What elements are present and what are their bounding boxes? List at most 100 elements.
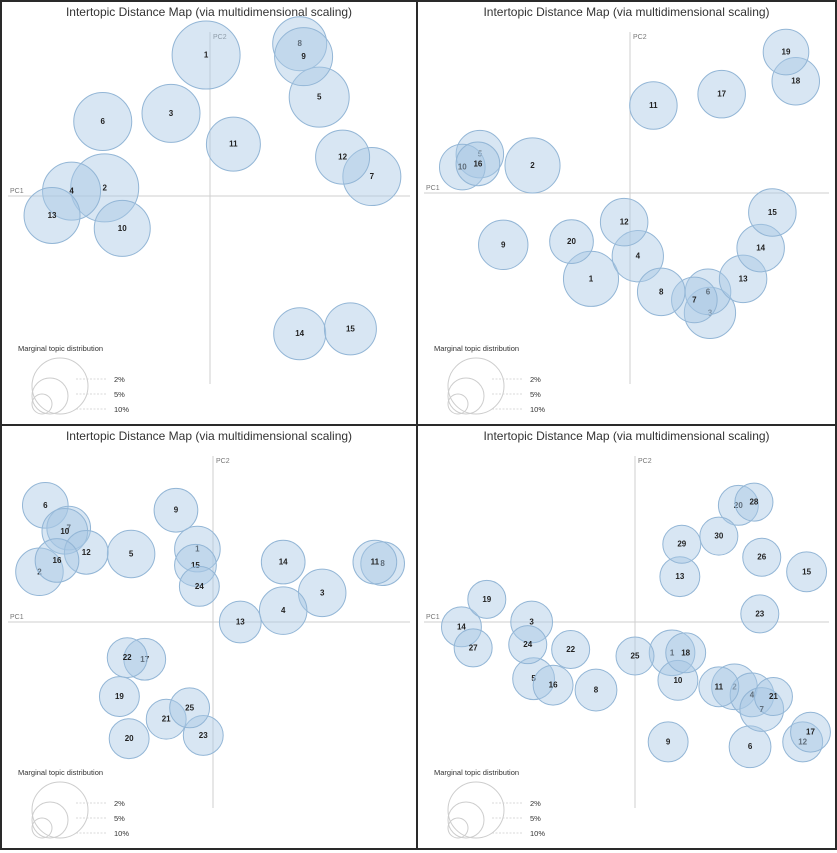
topic-bubble-4[interactable] [611,230,664,283]
topic-bubble-12[interactable] [599,197,649,247]
topic-bubble-2[interactable] [504,137,561,194]
topic-label-17: 17 [717,90,726,99]
topic-bubble-18[interactable] [771,56,820,106]
topic-bubble-22[interactable] [551,630,591,670]
y-axis-label: PC2 [213,34,227,41]
topic-bubble-6[interactable] [728,725,772,769]
topic-bubble-1[interactable] [171,20,241,90]
topic-bubble-17[interactable] [697,69,746,119]
topic-bubble-17[interactable] [790,711,831,753]
topic-label-11: 11 [371,558,380,567]
topic-label-11: 11 [649,101,658,110]
topic-bubble-6[interactable] [22,482,69,529]
topic-bubble-8[interactable] [636,267,686,317]
topic-bubble-18[interactable] [665,632,707,674]
topic-bubble-14[interactable] [441,606,482,648]
topic-bubble-25[interactable] [169,687,211,729]
topic-label-4: 4 [281,606,286,615]
topic-bubble-9[interactable] [647,721,689,763]
topic-bubble-14[interactable] [260,539,306,585]
topic-bubble-7[interactable] [739,687,785,732]
topic-bubble-6[interactable] [73,91,133,151]
topic-bubble-17[interactable] [123,637,167,681]
topic-bubble-24[interactable] [508,625,548,665]
topic-bubble-9[interactable] [274,27,334,87]
legend-label-2: 5% [530,814,541,823]
legend-ring [31,817,53,839]
topic-bubble-2[interactable] [70,153,140,223]
topic-bubble-11[interactable] [698,666,740,708]
topic-bubble-14[interactable] [273,307,327,361]
topic-bubble-13[interactable] [718,254,768,304]
topic-bubble-23[interactable] [740,594,780,634]
topic-bubble-11[interactable] [352,539,398,585]
topic-bubble-9[interactable] [153,487,199,533]
topic-bubble-1[interactable] [174,525,221,573]
topic-label-2: 2 [530,161,535,170]
topic-bubble-26[interactable] [742,537,782,577]
topic-bubble-7[interactable] [342,147,402,207]
x-axis-label: PC1 [426,614,440,621]
topic-bubble-20[interactable] [717,484,759,526]
topic-bubble-21[interactable] [145,698,187,740]
topic-bubble-10[interactable] [657,659,699,701]
topic-bubble-13[interactable] [659,556,701,598]
topic-bubble-12[interactable] [63,529,109,575]
topic-bubble-11[interactable] [205,116,261,172]
topic-bubble-4[interactable] [258,586,308,635]
topic-bubble-13[interactable] [218,600,262,644]
topic-bubble-11[interactable] [629,81,678,130]
topic-label-19: 19 [782,48,791,57]
topic-bubble-15[interactable] [786,551,828,593]
topic-bubble-27[interactable] [453,628,493,668]
topic-bubble-20[interactable] [549,219,594,264]
topic-label-1: 1 [204,51,209,60]
topic-bubble-9[interactable] [478,219,529,271]
topic-bubble-30[interactable] [699,516,739,556]
topic-bubble-19[interactable] [762,28,810,76]
topic-bubble-4[interactable] [729,672,775,718]
topic-bubble-23[interactable] [182,714,224,756]
topic-bubble-15[interactable] [323,302,377,356]
topic-bubble-20[interactable] [108,718,150,760]
topic-bubble-16[interactable] [532,664,574,706]
topic-label-6: 6 [748,742,753,751]
topic-bubble-8[interactable] [272,16,328,72]
topic-bubble-28[interactable] [734,482,774,522]
topic-bubble-5[interactable] [455,129,505,179]
topic-bubble-16[interactable] [34,538,80,583]
topic-bubble-12[interactable] [315,129,371,185]
legend-ring [447,393,469,415]
topic-label-9: 9 [301,52,306,61]
topic-bubble-22[interactable] [106,637,148,679]
topic-bubble-16[interactable] [455,141,501,187]
topic-bubble-7[interactable] [671,276,718,324]
topic-bubble-15[interactable] [748,188,797,237]
topic-bubble-8[interactable] [574,668,618,712]
topic-bubble-1[interactable] [648,629,696,677]
topic-bubble-21[interactable] [753,677,793,717]
topic-bubble-5[interactable] [512,657,555,701]
topic-bubble-4[interactable] [42,161,102,221]
x-axis-label: PC1 [10,188,24,195]
legend-label-1: 2% [530,375,541,384]
topic-bubble-19[interactable] [98,676,140,717]
topic-bubble-3[interactable] [141,83,201,143]
topic-label-15: 15 [191,561,200,570]
topic-bubble-10[interactable] [439,143,486,191]
topic-label-20: 20 [567,237,576,246]
topic-bubble-10[interactable] [93,199,151,257]
topic-bubble-29[interactable] [662,524,702,564]
topic-bubble-5[interactable] [288,66,350,128]
topic-label-12: 12 [620,218,629,227]
topic-label-13: 13 [48,211,57,220]
topic-bubble-13[interactable] [23,186,81,244]
topic-bubble-24[interactable] [178,565,220,607]
topic-label-3: 3 [529,618,534,627]
topic-bubble-25[interactable] [615,636,655,676]
topic-bubble-19[interactable] [467,579,507,619]
topic-bubble-5[interactable] [106,529,156,579]
topic-bubble-15[interactable] [174,543,217,587]
topic-label-15: 15 [768,208,777,217]
topic-bubble-3[interactable] [683,286,737,340]
